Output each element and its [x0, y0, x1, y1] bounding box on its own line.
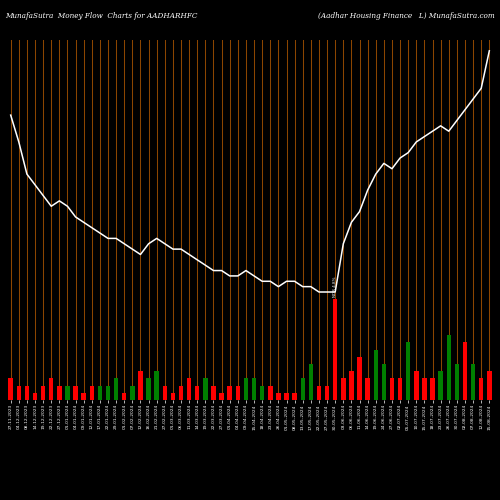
Bar [308, 364, 313, 400]
Bar [212, 386, 216, 400]
Bar [268, 386, 272, 400]
Text: NDR 4.8%: NDR 4.8% [333, 277, 337, 297]
Bar [414, 371, 418, 400]
Bar [16, 386, 21, 400]
Bar [487, 371, 492, 400]
Bar [203, 378, 207, 400]
Bar [24, 386, 29, 400]
Bar [33, 393, 37, 400]
Bar [252, 378, 256, 400]
Bar [349, 371, 354, 400]
Bar [341, 378, 345, 400]
Bar [430, 378, 435, 400]
Bar [463, 342, 467, 400]
Bar [292, 393, 297, 400]
Bar [228, 386, 232, 400]
Bar [162, 386, 167, 400]
Bar [260, 386, 264, 400]
Bar [179, 386, 184, 400]
Bar [276, 393, 280, 400]
Bar [65, 386, 70, 400]
Bar [446, 335, 451, 400]
Bar [316, 386, 321, 400]
Bar [438, 371, 443, 400]
Bar [146, 378, 151, 400]
Bar [57, 386, 62, 400]
Bar [82, 393, 86, 400]
Bar [236, 386, 240, 400]
Bar [398, 378, 402, 400]
Bar [390, 378, 394, 400]
Text: (Aadhar Housing Finance   L) MunafaSutra.com: (Aadhar Housing Finance L) MunafaSutra.c… [318, 12, 495, 20]
Bar [358, 357, 362, 400]
Bar [8, 378, 13, 400]
Bar [195, 386, 200, 400]
Text: MunafaSutra  Money Flow  Charts for AADHARHFC: MunafaSutra Money Flow Charts for AADHAR… [5, 12, 198, 20]
Bar [479, 378, 484, 400]
Bar [106, 386, 110, 400]
Bar [154, 371, 159, 400]
Bar [325, 386, 330, 400]
Bar [471, 364, 476, 400]
Bar [98, 386, 102, 400]
Bar [244, 378, 248, 400]
Bar [382, 364, 386, 400]
Bar [454, 364, 459, 400]
Bar [122, 393, 126, 400]
Bar [138, 371, 142, 400]
Bar [187, 378, 192, 400]
Bar [74, 386, 78, 400]
Bar [220, 393, 224, 400]
Bar [130, 386, 134, 400]
Bar [90, 386, 94, 400]
Bar [366, 378, 370, 400]
Bar [422, 378, 426, 400]
Bar [374, 350, 378, 400]
Bar [300, 378, 305, 400]
Bar [284, 393, 288, 400]
Bar [41, 386, 46, 400]
Bar [333, 299, 338, 400]
Bar [49, 378, 54, 400]
Bar [406, 342, 410, 400]
Bar [114, 378, 118, 400]
Bar [170, 393, 175, 400]
